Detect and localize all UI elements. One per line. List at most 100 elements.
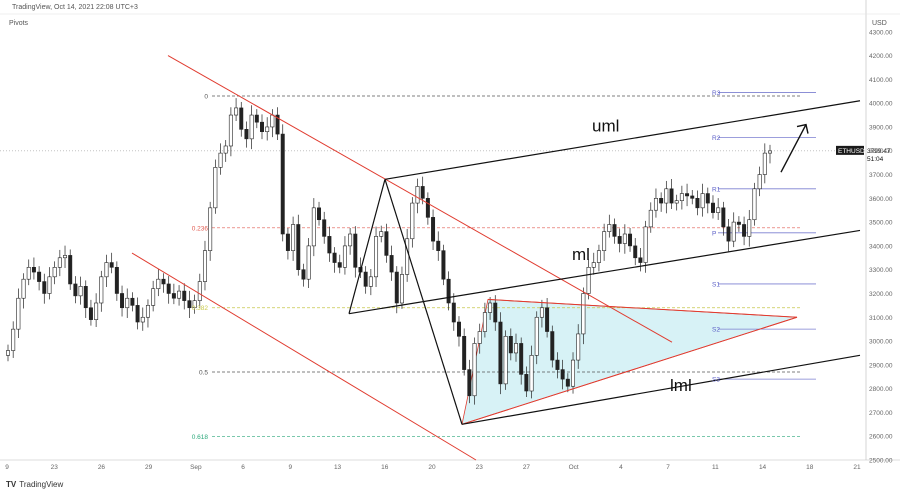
candle-body (291, 224, 296, 251)
candle-body (327, 236, 332, 254)
candle-body (342, 245, 347, 268)
annotation-ml: ml (572, 245, 590, 264)
candle-body (482, 312, 487, 332)
projection-arrow (780, 124, 807, 173)
candle-body (208, 207, 213, 251)
trend-lines (131, 55, 861, 461)
candle-body (337, 262, 342, 268)
candle-body (399, 274, 404, 304)
candle-body (731, 221, 736, 242)
candle-body (685, 193, 690, 197)
candle-body (488, 302, 493, 313)
candle-body (301, 269, 306, 280)
candle-body (638, 257, 643, 263)
candle-body (726, 226, 731, 242)
y-tick-label: 2500.00 (869, 458, 893, 465)
y-tick-label: 3200.00 (869, 291, 893, 298)
y-tick-label: 3600.00 (869, 196, 893, 203)
candle-body (254, 114, 259, 123)
y-tick-label: 4300.00 (869, 29, 893, 36)
candle-body (436, 240, 441, 251)
y-tick-label: 2600.00 (869, 434, 893, 441)
candle-body (560, 369, 565, 380)
candle-body (679, 193, 684, 201)
candle-body (752, 188, 757, 221)
x-tick-label: 7 (666, 464, 670, 471)
y-tick-label: 4200.00 (869, 53, 893, 60)
x-tick-label: 23 (51, 464, 59, 471)
pitchfork-down-leg (384, 179, 463, 425)
y-tick-label: 2700.00 (869, 410, 893, 417)
candle-body (596, 250, 601, 263)
level-labels: 0 0.236 0.382 0.5 0.618 R3 R2 R1 P S1 S2 S3 uml ml lml… (192, 90, 891, 441)
candle-body (109, 262, 114, 268)
candle-body (182, 290, 187, 301)
candle-body (690, 195, 695, 199)
candle-body (498, 321, 503, 385)
indicator-label: Pivots (9, 20, 29, 27)
candle-body (249, 114, 254, 140)
candle-body (177, 290, 182, 299)
candle-body (705, 193, 710, 204)
candle-body (659, 198, 664, 204)
x-tick-label: 21 (853, 464, 861, 471)
candle-body (145, 305, 150, 318)
annotation-lml: lml (670, 376, 692, 395)
candle-body (73, 283, 78, 297)
candle-body (99, 276, 104, 304)
x-tick-label: 16 (381, 464, 389, 471)
pivot-label: R1 (712, 186, 721, 193)
candle-body (581, 293, 586, 335)
fib-label: 0.618 (192, 434, 209, 441)
x-tick-label: 9 (289, 464, 293, 471)
candle-body (571, 359, 576, 387)
y-tick-label: 3500.00 (869, 220, 893, 227)
candle-body (503, 335, 508, 385)
y-axis: 2500.00 2600.00 2700.00 2800.00 2900.00 3000.… (869, 29, 893, 464)
candle-body (456, 321, 461, 337)
candle-body (47, 276, 52, 294)
candle-body (63, 255, 68, 259)
fib-label: 0.236 (192, 225, 209, 232)
y-tick-label: 3300.00 (869, 267, 893, 274)
x-tick-label: 23 (476, 464, 484, 471)
candle-body (42, 281, 47, 294)
candle-body (431, 217, 436, 242)
x-tick-label: 27 (523, 464, 531, 471)
candle-body (716, 207, 721, 213)
fib-label: 0 (204, 94, 208, 101)
candle-body (607, 224, 612, 232)
candle-body (218, 152, 223, 168)
candle-body (202, 250, 207, 282)
candle-body (555, 359, 560, 370)
candle-body (223, 145, 228, 154)
candle-body (493, 302, 498, 323)
pivot-label: R2 (712, 135, 721, 142)
currency-label: USD (872, 20, 887, 27)
candle-body (37, 271, 42, 282)
candle-body (332, 252, 337, 263)
candle-body (26, 267, 31, 280)
candle-body (130, 297, 135, 306)
x-tick-label: 14 (759, 464, 767, 471)
candle-body (757, 174, 762, 190)
triangle-upper-line (487, 298, 798, 318)
candle-body (31, 267, 36, 273)
pivot-label: S3 (712, 377, 720, 384)
candle-body (389, 255, 394, 273)
candle-body (710, 202, 715, 213)
x-tick-label: 6 (241, 464, 245, 471)
x-axis: 9 23 26 29 Sep 6 9 13 16 20 23 27 Oct 4 7 11 14 18 21 (5, 464, 861, 471)
candle-body (384, 231, 389, 256)
y-tick-label: 2800.00 (869, 386, 893, 393)
candle-body (524, 374, 529, 392)
x-tick-label: Oct (569, 464, 579, 471)
candle-body (550, 331, 555, 361)
candle-body (539, 307, 544, 318)
y-tick-label: 3400.00 (869, 243, 893, 250)
candle-body (156, 278, 161, 290)
tradingview-logo-icon: TV (6, 480, 17, 489)
ml-line (348, 229, 861, 315)
symbol-badge (836, 145, 864, 155)
